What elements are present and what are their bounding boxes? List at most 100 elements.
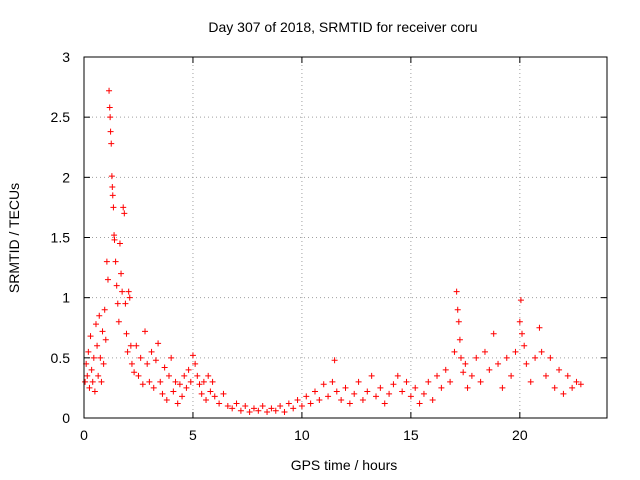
data-point-plus	[94, 342, 101, 349]
data-point-plus	[538, 348, 545, 355]
data-point-plus	[551, 384, 558, 391]
data-point-plus	[521, 342, 528, 349]
data-point-plus	[107, 114, 114, 121]
data-point-plus	[499, 384, 506, 391]
x-tick-label: 5	[189, 427, 197, 443]
x-tick-label: 0	[80, 427, 88, 443]
data-point-plus	[455, 318, 462, 325]
data-point-plus	[512, 348, 519, 355]
data-point-plus	[152, 357, 159, 364]
data-point-plus	[108, 140, 115, 147]
data-point-plus	[456, 336, 463, 343]
data-point-plus	[103, 258, 110, 265]
y-tick-label: 0.5	[51, 350, 71, 366]
data-point-plus	[118, 270, 125, 277]
data-point-plus	[168, 354, 175, 361]
data-point-plus	[101, 306, 108, 313]
data-point-plus	[453, 288, 460, 295]
data-point-plus	[96, 312, 103, 319]
data-point-plus	[119, 288, 126, 295]
data-point-plus	[216, 400, 223, 407]
data-point-plus	[564, 372, 571, 379]
data-point-plus	[255, 407, 262, 414]
x-tick-label: 10	[294, 427, 310, 443]
data-point-plus	[536, 324, 543, 331]
data-point-plus	[264, 408, 271, 415]
data-point-plus	[259, 402, 266, 409]
data-point-plus	[298, 402, 305, 409]
data-point-plus	[399, 388, 406, 395]
data-point-plus	[112, 258, 119, 265]
data-point-plus	[272, 407, 279, 414]
data-point-plus	[104, 276, 111, 283]
data-point-plus	[126, 294, 133, 301]
data-point-plus	[146, 378, 153, 385]
data-point-plus	[88, 366, 95, 373]
data-point-plus	[237, 407, 244, 414]
data-point-plus	[205, 372, 212, 379]
data-point-plus	[285, 400, 292, 407]
data-point-plus	[329, 378, 336, 385]
data-point-plus	[527, 378, 534, 385]
y-tick-label: 1	[62, 290, 70, 306]
data-point-plus	[172, 378, 179, 385]
data-point-plus	[311, 388, 318, 395]
data-point-plus	[490, 330, 497, 337]
data-point-plus	[320, 381, 327, 388]
data-point-plus	[407, 393, 414, 400]
data-point-plus	[373, 393, 380, 400]
data-point-plus	[462, 360, 469, 367]
data-point-plus	[142, 328, 149, 335]
data-point-plus	[194, 372, 201, 379]
data-point-plus	[442, 366, 449, 373]
data-point-plus	[106, 104, 113, 111]
data-points	[82, 87, 584, 415]
data-point-plus	[157, 378, 164, 385]
data-point-plus	[133, 342, 140, 349]
data-point-plus	[207, 388, 214, 395]
data-point-plus	[325, 393, 332, 400]
data-point-plus	[107, 128, 114, 135]
data-point-plus	[460, 369, 467, 376]
data-point-plus	[242, 402, 249, 409]
data-point-plus	[122, 300, 129, 307]
data-point-plus	[123, 330, 130, 337]
data-point-plus	[516, 318, 523, 325]
data-point-plus	[139, 381, 146, 388]
data-point-plus	[114, 300, 121, 307]
data-point-plus	[438, 384, 445, 391]
data-point-plus	[351, 390, 358, 397]
data-point-plus	[127, 342, 134, 349]
data-point-plus	[359, 396, 366, 403]
data-point-plus	[159, 390, 166, 397]
y-axis-label: SRMTID / TECUs	[6, 183, 22, 293]
data-point-plus	[333, 388, 340, 395]
data-point-plus	[87, 333, 94, 340]
x-tick-label: 20	[512, 427, 528, 443]
data-point-plus	[179, 393, 186, 400]
data-point-plus	[368, 372, 375, 379]
data-point-plus	[486, 366, 493, 373]
data-point-plus	[211, 393, 218, 400]
data-point-plus	[556, 366, 563, 373]
data-point-plus	[174, 400, 181, 407]
data-point-plus	[290, 405, 297, 412]
data-point-plus	[342, 384, 349, 391]
data-point-plus	[394, 372, 401, 379]
data-point-plus	[390, 381, 397, 388]
data-point-plus	[196, 381, 203, 388]
data-point-plus	[268, 405, 275, 412]
x-axis-label: GPS time / hours	[291, 457, 398, 473]
data-point-plus	[481, 348, 488, 355]
data-point-plus	[429, 396, 436, 403]
data-point-plus	[307, 400, 314, 407]
data-point-plus	[250, 405, 257, 412]
data-point-plus	[170, 388, 177, 395]
chart-title: Day 307 of 2018, SRMTID for receiver cor…	[208, 19, 477, 35]
data-point-plus	[185, 366, 192, 373]
data-point-plus	[434, 372, 441, 379]
data-point-plus	[192, 360, 199, 367]
data-point-plus	[294, 396, 301, 403]
data-point-plus	[560, 390, 567, 397]
data-point-plus	[203, 396, 210, 403]
